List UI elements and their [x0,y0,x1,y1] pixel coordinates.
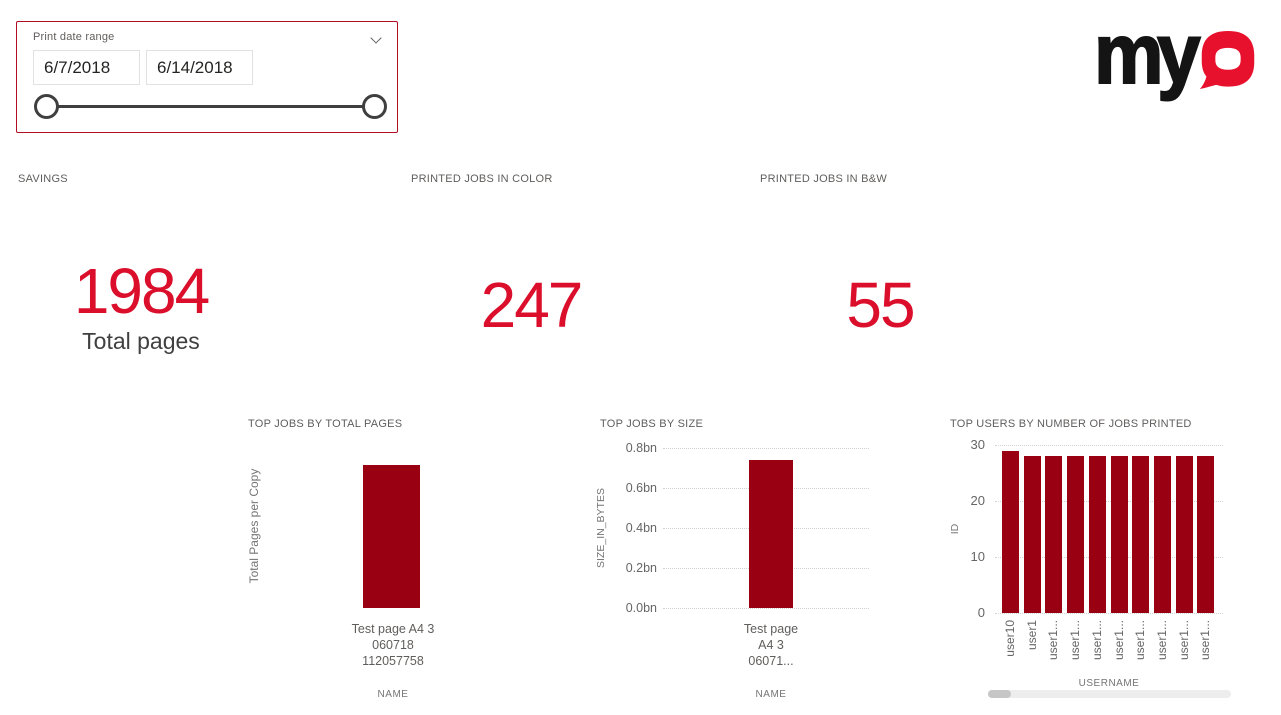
gridline [995,613,1223,614]
y-tick-label: 0.8bn [625,441,657,455]
x-category-label: user10 [1003,620,1017,657]
slicer-title: Print date range [33,31,115,43]
bar-user1...[interactable] [1176,456,1193,613]
bar-test-page[interactable] [363,465,420,608]
chart-title: TOP JOBS BY SIZE [600,418,704,430]
x-category-label: Test page A4 3 060718 112057758 [351,622,435,668]
end-date-input[interactable] [146,50,253,85]
kpi-value: 55 [846,269,915,341]
x-axis-title: NAME [377,689,409,700]
y-axis-title: ID [949,523,961,535]
myq-logo-q-icon [1198,29,1258,96]
y-tick-label: 0.2bn [625,561,657,575]
start-date-input[interactable] [33,50,140,85]
x-category-label: user1... [1198,620,1212,661]
gridline [663,608,869,609]
x-category-label: user1... [1112,620,1126,661]
bar-user1...[interactable] [1132,456,1149,613]
bar-user1...[interactable] [1197,456,1214,613]
bar-test-page[interactable] [749,460,793,608]
kpi-value: 247 [480,269,584,341]
chart-top-jobs-by-size: TOP JOBS BY SIZE SIZE_IN_BYTES Test page… [595,416,896,715]
gridline [663,448,869,449]
myq-logo-text: my [1093,7,1201,102]
bar-user10[interactable] [1002,451,1019,613]
x-axis-scrollbar[interactable] [988,690,1231,698]
date-range-slider-handle-end[interactable] [362,94,387,119]
kpi-printed-jobs-in-bw: PRINTED JOBS IN B&W 55 [760,166,1000,376]
bar-user1...[interactable] [1111,456,1128,613]
kpi-title: SAVINGS [18,173,68,185]
chart-top-jobs-by-total-pages: TOP JOBS BY TOTAL PAGES Total Pages per … [247,416,537,715]
print-date-range-slicer: Print date range [16,21,398,133]
x-axis-scrollbar-thumb[interactable] [988,690,1011,698]
x-axis-title: USERNAME [1078,678,1140,689]
gridline [995,557,1223,558]
kpi-savings: SAVINGS 1984 Total pages [15,166,267,376]
y-tick-label: 10 [970,549,985,564]
date-range-slider-handle-start[interactable] [34,94,59,119]
x-category-label: user1... [1090,620,1104,661]
bar-user1...[interactable] [1045,456,1062,613]
x-category-label: Test page A4 3 06071... [743,622,799,668]
chart-title: TOP JOBS BY TOTAL PAGES [248,418,403,430]
chart-title: TOP USERS BY NUMBER OF JOBS PRINTED [950,418,1192,430]
date-range-slider-track[interactable] [47,105,375,108]
kpi-sublabel: Total pages [82,328,200,354]
bar-user1...[interactable] [1067,456,1084,613]
y-tick-label: 0.0bn [625,601,657,615]
chevron-down-icon[interactable] [370,32,382,44]
x-category-label: user1... [1133,620,1147,661]
x-axis-title: NAME [755,689,787,700]
x-category-label: user1... [1068,620,1082,661]
kpi-title: PRINTED JOBS IN B&W [760,173,887,185]
bar-user1...[interactable] [1089,456,1106,613]
y-axis-title: Total Pages per Copy [247,468,261,584]
gridline [995,501,1223,502]
y-tick-label: 0.4bn [625,521,657,535]
y-tick-label: 0.6bn [625,481,657,495]
bar-user1[interactable] [1024,456,1041,613]
chart-top-users-by-jobs-printed: TOP USERS BY NUMBER OF JOBS PRINTED ID U… [949,416,1281,715]
y-tick-label: 30 [970,437,985,452]
kpi-title: PRINTED JOBS IN COLOR [411,173,553,185]
x-category-label: user1 [1025,620,1039,651]
x-category-label: user1... [1046,620,1060,661]
x-category-label: user1... [1177,620,1191,661]
y-tick-label: 20 [970,493,985,508]
x-category-label: user1... [1155,620,1169,661]
gridline [995,445,1223,446]
kpi-printed-jobs-in-color: PRINTED JOBS IN COLOR 247 [411,166,651,376]
y-tick-label: 0 [977,605,985,620]
kpi-value: 1984 [73,255,210,327]
bar-user1...[interactable] [1154,456,1171,613]
